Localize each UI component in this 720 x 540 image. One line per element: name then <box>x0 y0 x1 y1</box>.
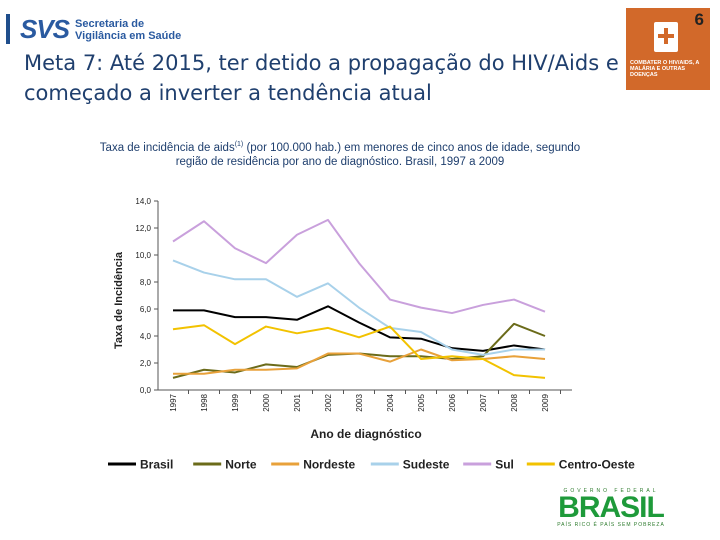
x-tick-label: 1999 <box>231 393 240 411</box>
y-tick-label: 2,0 <box>140 359 152 368</box>
x-tick-label: 2009 <box>541 393 550 411</box>
y-tick-label: 10,0 <box>135 251 151 260</box>
x-axis-label: Ano de diagnóstico <box>310 427 421 441</box>
x-tick-label: 2006 <box>448 393 457 411</box>
series-line-sul <box>172 218 546 315</box>
subtitle-sup: (1) <box>234 141 244 148</box>
page-title: Meta 7: Até 2015, ter detido a propagaçã… <box>24 51 619 105</box>
y-tick-label: 14,0 <box>135 197 151 206</box>
legend-label: Sudeste <box>403 458 450 472</box>
x-tick-label: 2007 <box>479 393 488 411</box>
mdg-number: 6 <box>694 10 704 29</box>
series-line-sudeste <box>172 259 545 356</box>
legend-label: Brasil <box>140 458 173 472</box>
x-tick-label: 1998 <box>200 393 209 411</box>
chart-subtitle: Taxa de incidência de aids(1) (por 100.0… <box>60 138 620 169</box>
x-tick-label: 2005 <box>417 393 426 411</box>
x-tick-label: 2000 <box>262 393 271 411</box>
mdg-badge: 6 COMBATER O HIV/AIDS, A MALÁRIA E OUTRA… <box>626 8 710 90</box>
legend-label: Norte <box>225 458 257 472</box>
svs-logo-text: Secretaria de Vigilância em Saúde <box>75 18 181 42</box>
brasil-logo: GOVERNO FEDERAL BRASIL PAÍS RICO É PAÍS … <box>552 488 670 528</box>
svs-logo-line2: Vigilância em Saúde <box>75 29 182 42</box>
brasil-logo-bottom: PAÍS RICO É PAÍS SEM POBREZA <box>557 522 665 528</box>
subtitle-line2: região de residência por ano de diagnóst… <box>175 155 505 168</box>
legend-label: Nordeste <box>303 458 355 472</box>
subtitle-part1: Taxa de incidência de aids <box>99 141 235 154</box>
y-tick-label: 0,0 <box>140 386 152 395</box>
svs-logo: SVS Secretaria de Vigilância em Saúde <box>20 14 181 45</box>
legend-label: Centro-Oeste <box>559 458 635 472</box>
y-tick-label: 12,0 <box>135 224 151 233</box>
y-tick-label: 4,0 <box>140 332 152 341</box>
brasil-logo-top: GOVERNO FEDERAL <box>563 488 659 494</box>
y-axis-label: Taxa de Incidência <box>113 251 125 349</box>
x-tick-label: 2008 <box>510 393 519 411</box>
legend-label: Sul <box>495 458 514 472</box>
svs-logo-line1: Secretaria de <box>75 17 145 30</box>
y-tick-label: 8,0 <box>140 278 152 287</box>
series-line-centro-oeste <box>172 324 546 379</box>
medicine-bottle-icon <box>654 22 678 52</box>
accent-bar <box>6 14 10 44</box>
x-tick-label: 2002 <box>324 393 333 411</box>
svs-logo-mark: SVS <box>20 14 70 44</box>
subtitle-part2: (por 100.000 hab.) em menores de cinco a… <box>243 141 581 154</box>
series-line-brasil <box>173 305 546 352</box>
brasil-logo-word: BRASIL <box>558 491 665 524</box>
x-tick-label: 2003 <box>355 393 364 411</box>
x-tick-label: 2004 <box>386 393 395 411</box>
mdg-text: COMBATER O HIV/AIDS, A MALÁRIA E OUTRAS … <box>630 60 700 78</box>
x-tick-label: 1997 <box>169 393 178 411</box>
x-tick-label: 2001 <box>293 393 302 411</box>
y-tick-label: 6,0 <box>140 305 152 314</box>
